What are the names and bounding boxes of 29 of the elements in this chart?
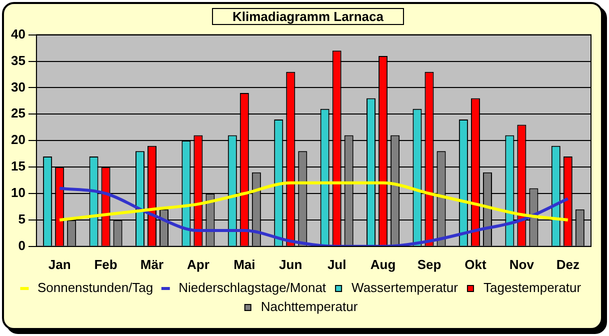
y-tick-label: 30 <box>10 79 26 94</box>
legend-label: Tagestemperatur <box>483 280 582 296</box>
y-tick-label: 40 <box>10 26 26 42</box>
x-tick-label: Jun <box>279 256 302 272</box>
legend-label: Nachttemperatur <box>260 299 358 314</box>
y-tick-label: 10 <box>10 185 26 200</box>
line-series <box>58 186 570 246</box>
x-tick-label: Sep <box>417 256 442 272</box>
x-tick-label: Jan <box>48 256 71 272</box>
x-tick-label: Mai <box>234 256 256 272</box>
y-tick-label: 15 <box>10 158 26 174</box>
legend-label: Sonnenstunden/Tag <box>37 280 154 296</box>
y-tick-label: 5 <box>18 212 26 227</box>
legend-label: Niederschlagstage/Monat <box>178 280 326 296</box>
chart-title: Klimadiagramm Larnaca <box>212 8 404 25</box>
y-tick-label: 35 <box>10 52 26 68</box>
x-tick-label: Jul <box>327 256 346 272</box>
x-tick-label: Okt <box>464 256 487 272</box>
x-tick-label: Aug <box>370 256 396 272</box>
y-tick-label: 25 <box>10 106 26 121</box>
y-tick-label: 20 <box>10 132 26 148</box>
line-series <box>58 181 570 222</box>
x-tick-label: Dez <box>556 256 580 272</box>
x-tick-label: Feb <box>94 256 118 272</box>
x-tick-label: Mär <box>140 256 164 272</box>
x-tick-label: Nov <box>509 256 535 272</box>
x-tick-label: Apr <box>187 256 210 272</box>
legend-label: Wassertemperatur <box>352 280 459 296</box>
y-tick-label: 0 <box>18 238 26 253</box>
